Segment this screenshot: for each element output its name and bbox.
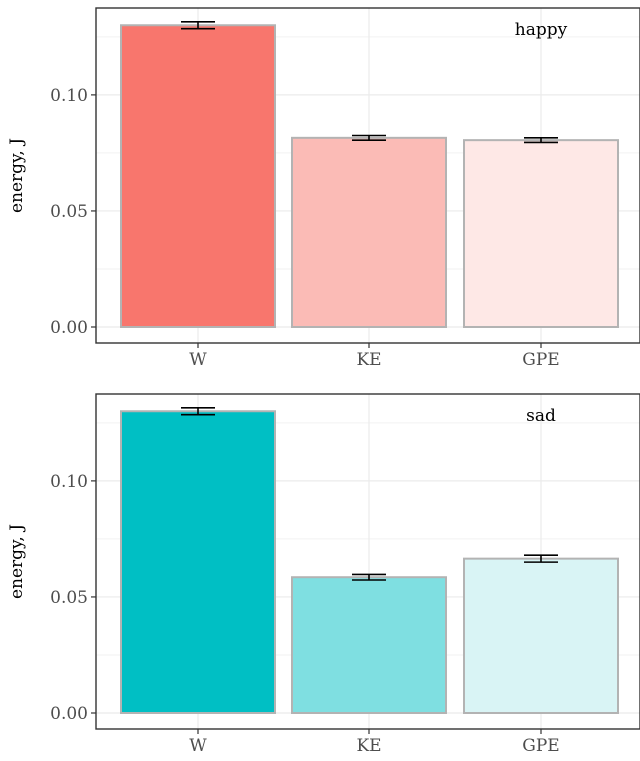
x-tick-label: GPE xyxy=(522,736,559,756)
x-tick-label: GPE xyxy=(522,350,559,370)
bar-gpe xyxy=(463,557,619,714)
error-bar-ke xyxy=(352,573,386,581)
error-bar-ke xyxy=(352,134,386,141)
panel-sad: 0.00 0.05 0.10 W KE GPE energy, J sad xyxy=(7,393,640,756)
y-tick-label: 0.00 xyxy=(50,704,88,724)
x-tick-label: KE xyxy=(356,350,381,370)
bar-w xyxy=(120,24,276,329)
panel-label: sad xyxy=(526,406,556,426)
error-bar-gpe xyxy=(524,554,558,563)
y-axis-title: energy, J xyxy=(7,524,27,599)
y-tick-label: 0.10 xyxy=(50,472,88,492)
bar-ke xyxy=(291,576,447,714)
y-tick-label: 0.05 xyxy=(50,202,88,222)
y-axis-title: energy, J xyxy=(7,138,27,213)
panel-happy: 0.00 0.05 0.10 W KE GPE energy, J happy xyxy=(7,7,640,370)
error-bar-w xyxy=(181,20,215,30)
bar-gpe xyxy=(463,139,619,328)
x-tick-label: KE xyxy=(356,736,381,756)
panel-label: happy xyxy=(515,20,568,40)
y-tick-label: 0.00 xyxy=(50,318,88,338)
x-tick-label: W xyxy=(189,736,207,756)
y-tick-label: 0.05 xyxy=(50,588,88,608)
panel-border xyxy=(95,7,640,344)
error-bar-gpe xyxy=(524,137,558,144)
error-bar-w xyxy=(181,406,215,416)
y-tick-label: 0.10 xyxy=(50,86,88,106)
x-tick-label: W xyxy=(189,350,207,370)
bar-ke xyxy=(291,136,447,328)
panel-border xyxy=(95,393,640,730)
bar-w xyxy=(120,410,276,714)
